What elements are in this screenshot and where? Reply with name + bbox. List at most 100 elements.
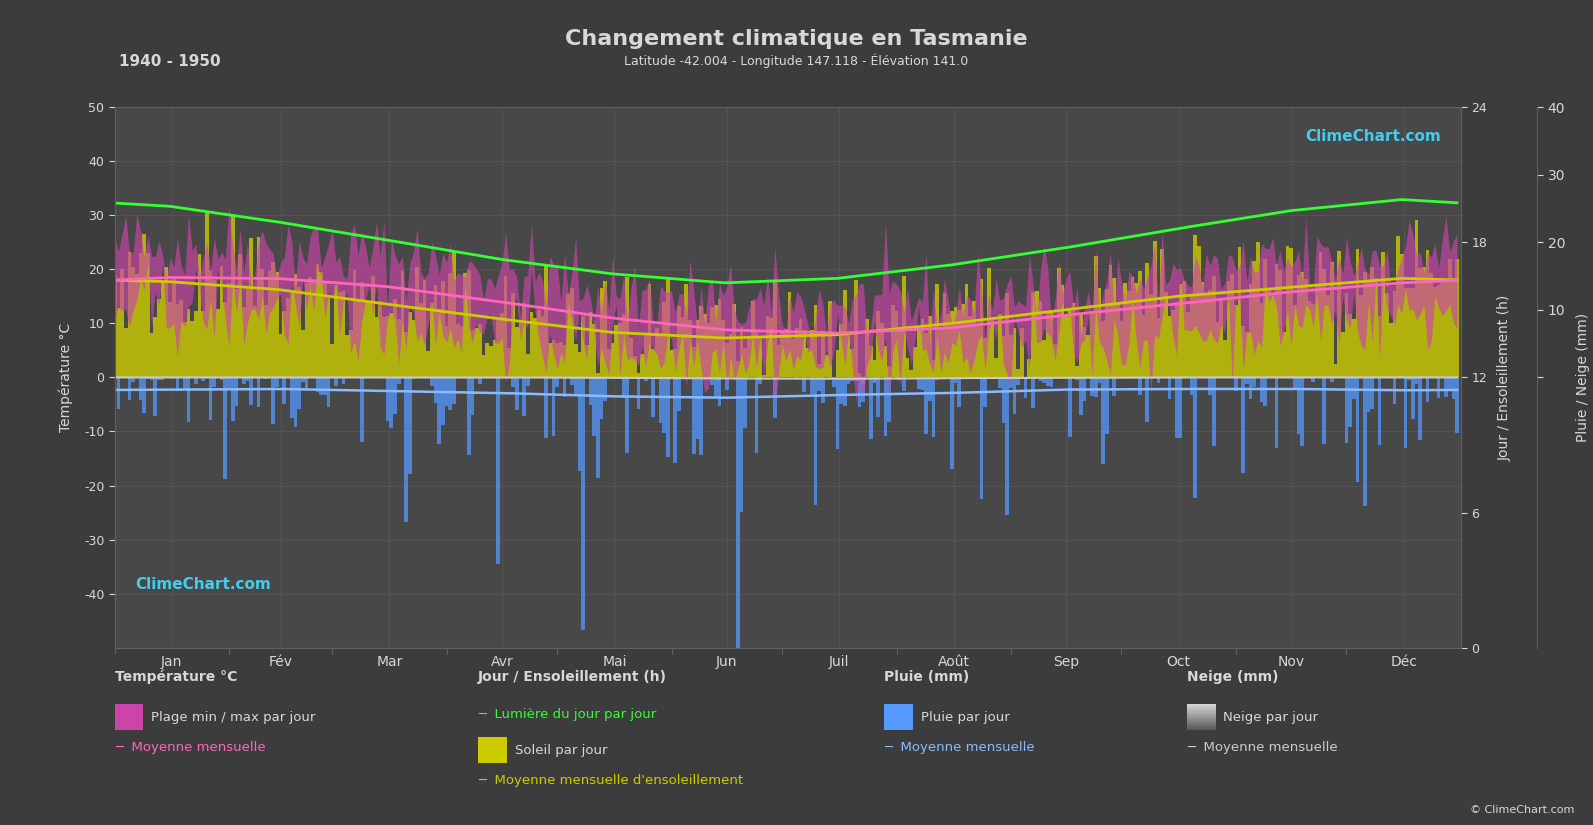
Bar bbox=[1386, 294, 1389, 378]
Bar bbox=[205, 212, 209, 378]
Bar bbox=[389, 378, 393, 428]
Bar bbox=[851, 349, 854, 378]
Bar bbox=[282, 311, 287, 378]
Bar bbox=[186, 378, 190, 422]
Bar bbox=[733, 304, 736, 378]
Bar bbox=[1153, 241, 1157, 378]
Bar bbox=[795, 328, 798, 378]
Bar bbox=[840, 378, 843, 404]
Bar bbox=[1219, 300, 1223, 378]
Bar bbox=[438, 309, 441, 378]
Bar bbox=[449, 378, 452, 410]
Bar bbox=[680, 317, 685, 378]
Bar bbox=[139, 378, 142, 399]
Bar bbox=[581, 316, 585, 378]
Bar bbox=[1039, 301, 1042, 378]
Bar bbox=[1322, 378, 1325, 444]
Bar bbox=[161, 378, 164, 380]
Bar bbox=[323, 378, 327, 395]
Bar bbox=[545, 378, 548, 438]
Bar bbox=[113, 275, 116, 378]
Bar bbox=[1297, 378, 1300, 434]
Text: © ClimeChart.com: © ClimeChart.com bbox=[1469, 805, 1574, 815]
Bar bbox=[1106, 289, 1109, 378]
Bar bbox=[1297, 276, 1300, 378]
Bar bbox=[718, 299, 722, 378]
Bar bbox=[699, 378, 703, 455]
Bar bbox=[250, 378, 253, 405]
Bar bbox=[1008, 378, 1013, 388]
Bar bbox=[242, 378, 245, 384]
Bar bbox=[879, 323, 884, 378]
Bar bbox=[449, 273, 452, 378]
Bar bbox=[1415, 378, 1418, 384]
Bar bbox=[924, 332, 927, 378]
Bar bbox=[135, 274, 139, 378]
Bar bbox=[1075, 365, 1078, 378]
Bar bbox=[357, 301, 360, 378]
Bar bbox=[1426, 250, 1429, 378]
Bar bbox=[652, 349, 655, 378]
Bar bbox=[1249, 378, 1252, 398]
Bar bbox=[1020, 328, 1024, 378]
Bar bbox=[918, 378, 921, 389]
Bar bbox=[663, 378, 666, 432]
Bar bbox=[1257, 243, 1260, 378]
Bar bbox=[707, 323, 710, 378]
Bar bbox=[1411, 378, 1415, 419]
Bar bbox=[1246, 378, 1249, 384]
Bar bbox=[1451, 378, 1456, 398]
Bar bbox=[411, 378, 416, 379]
Bar bbox=[116, 378, 119, 409]
Bar bbox=[847, 378, 851, 384]
Bar bbox=[666, 378, 669, 457]
Bar bbox=[898, 332, 902, 378]
Bar bbox=[1196, 246, 1201, 378]
Bar bbox=[1002, 337, 1005, 378]
Bar bbox=[408, 378, 411, 474]
Bar bbox=[843, 378, 847, 406]
Bar bbox=[304, 378, 309, 390]
Bar bbox=[523, 378, 526, 417]
Bar bbox=[906, 358, 910, 378]
Bar bbox=[1117, 302, 1120, 378]
Bar bbox=[1157, 378, 1160, 383]
Bar bbox=[644, 335, 648, 378]
Bar bbox=[803, 330, 806, 378]
Bar bbox=[223, 302, 228, 378]
Bar bbox=[949, 378, 954, 469]
Bar bbox=[710, 308, 714, 378]
Bar bbox=[1392, 378, 1395, 403]
Bar bbox=[327, 378, 330, 407]
Bar bbox=[744, 348, 747, 378]
Bar bbox=[551, 340, 556, 378]
Text: Jour / Ensoleillement (h): Jour / Ensoleillement (h) bbox=[478, 670, 667, 684]
Bar bbox=[949, 310, 954, 378]
Bar bbox=[405, 378, 408, 522]
Bar bbox=[1179, 378, 1182, 438]
Bar bbox=[1090, 378, 1094, 396]
Bar bbox=[946, 314, 949, 378]
Bar bbox=[548, 343, 551, 378]
Bar bbox=[264, 378, 268, 379]
Bar bbox=[972, 301, 977, 378]
Bar bbox=[913, 346, 918, 378]
Bar bbox=[335, 378, 338, 386]
Bar bbox=[382, 317, 386, 378]
Bar bbox=[190, 322, 194, 378]
Bar bbox=[1098, 288, 1101, 378]
Bar bbox=[260, 268, 264, 378]
Bar bbox=[570, 288, 573, 378]
Bar bbox=[444, 378, 449, 406]
Bar bbox=[935, 378, 938, 380]
Bar bbox=[1274, 263, 1278, 378]
Bar bbox=[836, 351, 840, 378]
Bar bbox=[1392, 291, 1395, 378]
Bar bbox=[386, 378, 389, 422]
Bar bbox=[758, 378, 761, 380]
Text: Neige (mm): Neige (mm) bbox=[1187, 670, 1278, 684]
Bar bbox=[220, 378, 223, 380]
Bar bbox=[1311, 304, 1316, 378]
Text: ─  Moyenne mensuelle d'ensoleillement: ─ Moyenne mensuelle d'ensoleillement bbox=[478, 774, 742, 787]
Bar bbox=[481, 355, 486, 378]
